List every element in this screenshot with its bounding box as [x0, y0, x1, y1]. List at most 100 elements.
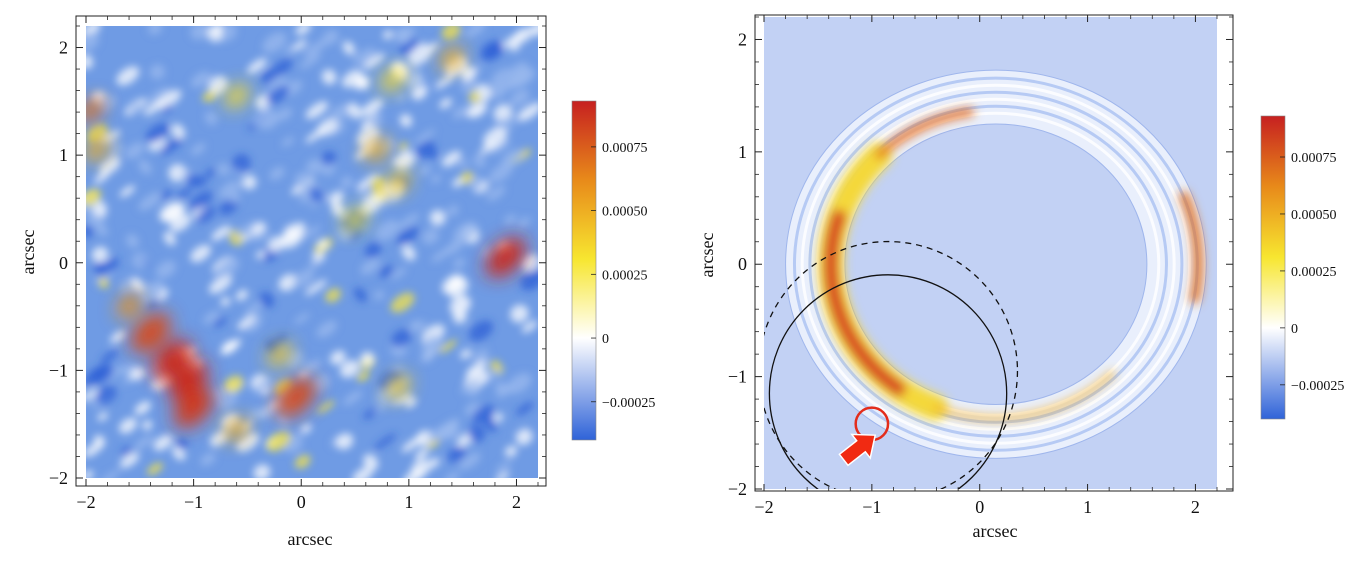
- left-noise-blob: [269, 166, 285, 181]
- left-noise-blob: [237, 315, 256, 330]
- left-noise-blob: [396, 154, 416, 171]
- left-noise-blob: [493, 412, 504, 423]
- left-x-axis-label: arcsec: [288, 529, 333, 549]
- left-noise-blob: [412, 86, 428, 100]
- left-noise-blob: [189, 191, 213, 210]
- left-noise-blob: [143, 99, 166, 116]
- left-noise-blob: [473, 154, 486, 168]
- left-noise-blob: [391, 329, 412, 348]
- left-noise-blob: [213, 316, 227, 328]
- left-noise-blob: [486, 185, 506, 201]
- left-noise-blob: [322, 30, 339, 46]
- left-noise-blob: [401, 436, 424, 453]
- left-noise-blob: [294, 454, 311, 469]
- left-noise-blob: [483, 127, 507, 149]
- left-noise-blob: [132, 252, 149, 269]
- left-noise-blob: [204, 111, 218, 126]
- right-colorbar-tick-label: −0.00025: [1291, 379, 1344, 394]
- left-colorbar: −0.00025 0 0.00025 0.00050 0.00075: [571, 100, 655, 441]
- left-noise-blob: [91, 246, 109, 263]
- left-noise-blob: [195, 206, 216, 223]
- left-noise-blob: [145, 123, 170, 143]
- left-noise-blob: [266, 85, 290, 105]
- left-noise-blob: [236, 432, 260, 452]
- left-noise-blob: [86, 224, 94, 238]
- left-noise-blob: [449, 295, 471, 315]
- left-noise-blob: [190, 244, 212, 263]
- left-noise-blob: [429, 209, 446, 226]
- left-y-tick-label: 0: [59, 253, 68, 273]
- left-noise-blob: [260, 404, 276, 419]
- left-noise-blob: [501, 31, 524, 48]
- left-noise-blob: [190, 71, 211, 88]
- right-colorbar-tick-label: 0.00075: [1291, 151, 1337, 166]
- left-noise-blob: [517, 216, 531, 229]
- left-noise-blob: [292, 269, 314, 288]
- right-colorbar-gradient: [1260, 115, 1286, 420]
- right-lensed-arc: [823, 209, 906, 396]
- left-noise-blob: [469, 320, 494, 342]
- left-noise-blob: [95, 258, 120, 277]
- left-noise-blob: [266, 431, 291, 452]
- left-noise-blob: [379, 265, 394, 278]
- left-noise-blob: [267, 236, 285, 253]
- left-noise-blob: [309, 187, 324, 203]
- left-noise-blob: [320, 160, 336, 176]
- left-panel: −2 −1 0 1 2 −2 −1 0 1 2 arcsec arcsec −0.00025 0 0.…: [18, 15, 655, 549]
- left-noise-blob: [276, 107, 293, 121]
- left-noise-blob: [458, 159, 469, 169]
- left-noise-blob: [420, 351, 434, 364]
- left-x-tick-label: 0: [297, 492, 306, 512]
- left-noise-blob: [272, 58, 293, 76]
- right-ring-texture: [808, 90, 1184, 438]
- left-noise-blob: [98, 469, 121, 478]
- left-feature-blob: [380, 68, 405, 92]
- left-noise-blob: [303, 40, 327, 58]
- right-panel: −2 −1 0 1 2 −2 −1 0 1 2 arcsec arcsec −0.00025 0 0.…: [690, 0, 1369, 562]
- left-noise-blob: [284, 45, 295, 55]
- left-x-tick-label: 1: [404, 492, 413, 512]
- left-heatmap-area: [86, 26, 538, 478]
- left-noise-blob: [127, 101, 144, 115]
- left-noise-blob: [339, 359, 360, 378]
- left-noise-blob: [369, 113, 383, 127]
- right-x-axis-label: arcsec: [973, 521, 1018, 541]
- left-noise-blob: [325, 288, 342, 303]
- left-noise-blob: [397, 213, 420, 230]
- left-noise-blob: [92, 363, 114, 383]
- left-feature-blob: [117, 294, 141, 318]
- left-noise-blob: [262, 32, 287, 53]
- left-noise-blob: [147, 462, 163, 476]
- left-noise-blob: [521, 320, 538, 333]
- left-noise-blob: [146, 298, 160, 310]
- left-noise-blob: [312, 250, 325, 263]
- left-noise-blob: [218, 180, 241, 199]
- left-noise-blob: [138, 192, 162, 211]
- left-noise-blob: [291, 39, 307, 52]
- left-noise-blob: [280, 228, 303, 249]
- left-noise-blob: [248, 408, 262, 421]
- left-noise-blob: [414, 128, 436, 145]
- right-y-tick-label: 1: [738, 142, 747, 162]
- left-noise-blob: [223, 375, 244, 394]
- left-noise-blob: [253, 377, 274, 394]
- left-noise-blob: [328, 191, 344, 205]
- left-noise-blob: [472, 348, 489, 363]
- left-noise-blob: [93, 171, 110, 184]
- left-noise-blob: [149, 87, 171, 105]
- left-noise-blob: [375, 194, 397, 210]
- left-noise-blob: [316, 117, 339, 137]
- left-feature-blob: [440, 46, 464, 71]
- left-feature-blob: [343, 207, 367, 232]
- left-noise-blob: [468, 102, 487, 118]
- left-noise-blob: [342, 390, 363, 406]
- left-feature-blob: [364, 137, 389, 162]
- right-lensed-arc: [932, 370, 1116, 421]
- left-noise-blob: [434, 73, 456, 89]
- left-noise-blob: [427, 457, 440, 469]
- left-noise-blob: [468, 91, 481, 104]
- left-noise-blob: [398, 142, 409, 151]
- left-noise-blob: [316, 320, 338, 338]
- left-noise-blob: [300, 423, 312, 434]
- left-noise-blob: [458, 452, 481, 470]
